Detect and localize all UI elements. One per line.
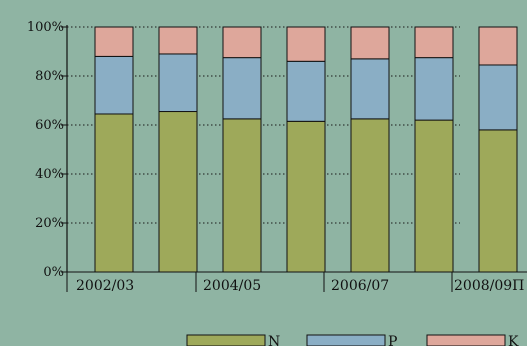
y-tick-label: 100% <box>27 20 64 35</box>
bar-segment-k <box>478 26 518 66</box>
bar-segment-n <box>94 113 134 273</box>
bar-segment-k <box>222 26 262 59</box>
bar-segment-n <box>478 129 518 273</box>
bar-segment-n <box>286 120 326 273</box>
bar-segment-k <box>94 26 134 57</box>
bar-segment-n <box>414 119 454 273</box>
bar-segment-k <box>414 26 454 59</box>
category-label: 2008/09П <box>454 278 524 294</box>
bar-segment-p <box>158 53 198 113</box>
bar-segment-p <box>478 64 518 131</box>
legend-swatch-n <box>186 334 266 346</box>
category-label: 2002/03 <box>76 278 134 294</box>
bar-segment-n <box>222 118 262 273</box>
y-tick-label: 60% <box>35 118 64 133</box>
bar-segment-k <box>350 26 390 60</box>
y-tick-label: 80% <box>35 69 64 84</box>
bar-segment-k <box>286 26 326 62</box>
bar-segment-n <box>350 118 390 273</box>
legend-swatch-k <box>426 334 506 346</box>
legend-label-p: P <box>388 334 397 346</box>
legend-label-n: N <box>268 334 280 346</box>
bar-segment-p <box>222 57 262 120</box>
y-tick-label: 0% <box>43 265 64 280</box>
legend-swatch-p <box>306 334 386 346</box>
bar-segment-p <box>286 60 326 122</box>
bar-segment-p <box>94 55 134 115</box>
category-label: 2006/07 <box>331 278 389 294</box>
category-label: 2004/05 <box>203 278 261 294</box>
legend-label-k: K <box>508 334 519 346</box>
bar-segment-k <box>158 26 198 55</box>
bar-segment-p <box>350 58 390 120</box>
y-tick-label: 20% <box>35 216 64 231</box>
bar-segment-p <box>414 57 454 121</box>
axis-labels: 0% 20% 40% 60% 80% 100% 2002/03 2004/05 2006/07 2… <box>27 20 525 294</box>
y-tick-label: 40% <box>35 167 64 182</box>
bar-segment-n <box>158 111 198 273</box>
bars <box>94 26 518 273</box>
